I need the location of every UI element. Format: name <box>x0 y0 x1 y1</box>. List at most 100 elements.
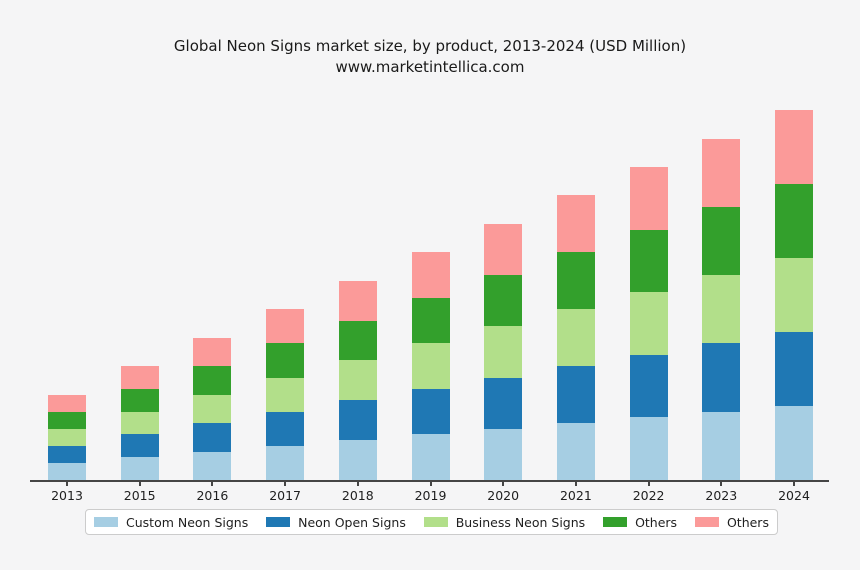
x-axis-label: 2022 <box>632 488 665 503</box>
bar-segment <box>120 434 159 458</box>
legend-swatch-icon <box>266 517 291 527</box>
bar-segment <box>775 184 813 258</box>
bar-segment <box>120 388 159 412</box>
bar-segment <box>702 411 741 480</box>
bar-2018 <box>338 280 377 480</box>
bar-segment <box>556 195 595 253</box>
bar-segment <box>775 110 813 184</box>
x-axis-tick <box>647 482 650 486</box>
bar-2020 <box>484 223 523 480</box>
legend-label: Neon Open Signs <box>298 514 406 530</box>
x-axis-label: 2024 <box>778 488 810 503</box>
bar-segment <box>629 354 668 418</box>
chart-title: Global Neon Signs market size, by produc… <box>173 37 687 55</box>
x-axis-label: 2018 <box>341 488 374 503</box>
legend-swatch-icon <box>694 517 719 527</box>
bar-segment <box>193 337 232 367</box>
x-axis-tick <box>284 482 287 486</box>
bar-segment <box>702 206 741 276</box>
bar-segment <box>411 388 450 435</box>
bar-segment <box>338 360 377 401</box>
bar-segment <box>411 252 450 298</box>
bar-segment <box>338 400 377 441</box>
x-axis-label: 2020 <box>487 488 520 503</box>
bar-segment <box>702 138 741 207</box>
bar-segment <box>702 275 741 344</box>
bar-segment <box>48 462 86 480</box>
legend-label: Others <box>726 514 769 530</box>
bar-2013 <box>48 394 86 480</box>
x-axis-label: 2021 <box>559 488 592 503</box>
bar-segment <box>338 440 377 480</box>
bar-segment <box>193 366 232 395</box>
legend-swatch-icon <box>423 517 448 527</box>
bar-segment <box>411 434 450 480</box>
bar-2024 <box>775 110 813 480</box>
bar-segment <box>411 297 450 344</box>
bar-segment <box>120 457 159 480</box>
x-axis-label: 2015 <box>123 488 156 503</box>
x-axis-label: 2013 <box>51 488 83 503</box>
bar-segment <box>193 394 232 424</box>
chart-subtitle: www.marketintellica.com <box>335 58 525 76</box>
bar-segment <box>48 411 86 429</box>
bar-segment <box>411 343 450 389</box>
bar-segment <box>629 417 668 480</box>
bar-segment <box>556 423 595 480</box>
bar-segment <box>48 394 86 412</box>
x-axis-tick <box>502 482 505 486</box>
x-axis-label: 2017 <box>269 488 301 503</box>
x-axis-tick <box>356 482 359 486</box>
bar-segment <box>484 326 523 378</box>
bar-segment <box>48 445 86 463</box>
bar-segment <box>556 252 595 310</box>
bar-segment <box>193 451 232 480</box>
bar-2017 <box>266 309 305 480</box>
x-axis-tick <box>211 482 214 486</box>
bar-2016 <box>193 337 232 480</box>
bar-segment <box>629 166 668 230</box>
x-axis-line <box>30 480 829 482</box>
bar-segment <box>48 428 86 446</box>
x-axis-label: 2023 <box>705 488 738 503</box>
legend-item: Others <box>603 515 677 530</box>
bar-segment <box>629 229 668 293</box>
bar-segment <box>266 343 305 378</box>
legend-swatch-icon <box>603 517 628 527</box>
bar-segment <box>702 343 741 412</box>
x-axis-tick <box>429 482 432 486</box>
bar-2021 <box>556 195 595 480</box>
bar-2022 <box>629 166 668 480</box>
bar-2015 <box>120 366 159 480</box>
bar-2019 <box>411 252 450 480</box>
bar-segment <box>266 445 305 480</box>
legend-item: Custom Neon Signs <box>94 515 248 530</box>
legend-label: Business Neon Signs <box>455 514 586 530</box>
legend-item: Business Neon Signs <box>423 514 586 530</box>
bar-segment <box>484 377 523 429</box>
bar-segment <box>266 377 305 412</box>
x-axis-label: 2016 <box>196 488 229 503</box>
bar-segment <box>556 309 595 367</box>
x-axis-tick <box>66 482 68 486</box>
legend: Custom Neon Signs Neon Open Signs Business… <box>85 509 778 535</box>
bar-segment <box>556 366 595 424</box>
bar-segment <box>120 411 159 435</box>
bar-segment <box>193 423 232 452</box>
bar-segment <box>266 309 305 344</box>
x-axis-label: 2019 <box>414 488 447 503</box>
legend-item: Others <box>694 514 769 530</box>
bar-segment <box>629 292 668 355</box>
bar-segment <box>775 406 813 480</box>
legend-item: Neon Open Signs <box>266 515 406 530</box>
bar-segment <box>775 258 813 332</box>
bar-segment <box>266 411 305 446</box>
legend-label: Custom Neon Signs <box>126 514 249 530</box>
x-axis-tick <box>138 482 141 486</box>
title-block: Global Neon Signs market size, by produc… <box>0 36 860 78</box>
bar-segment <box>484 428 523 480</box>
bar-2023 <box>702 138 741 480</box>
bar-segment <box>120 366 159 389</box>
bar-segment <box>484 223 523 276</box>
